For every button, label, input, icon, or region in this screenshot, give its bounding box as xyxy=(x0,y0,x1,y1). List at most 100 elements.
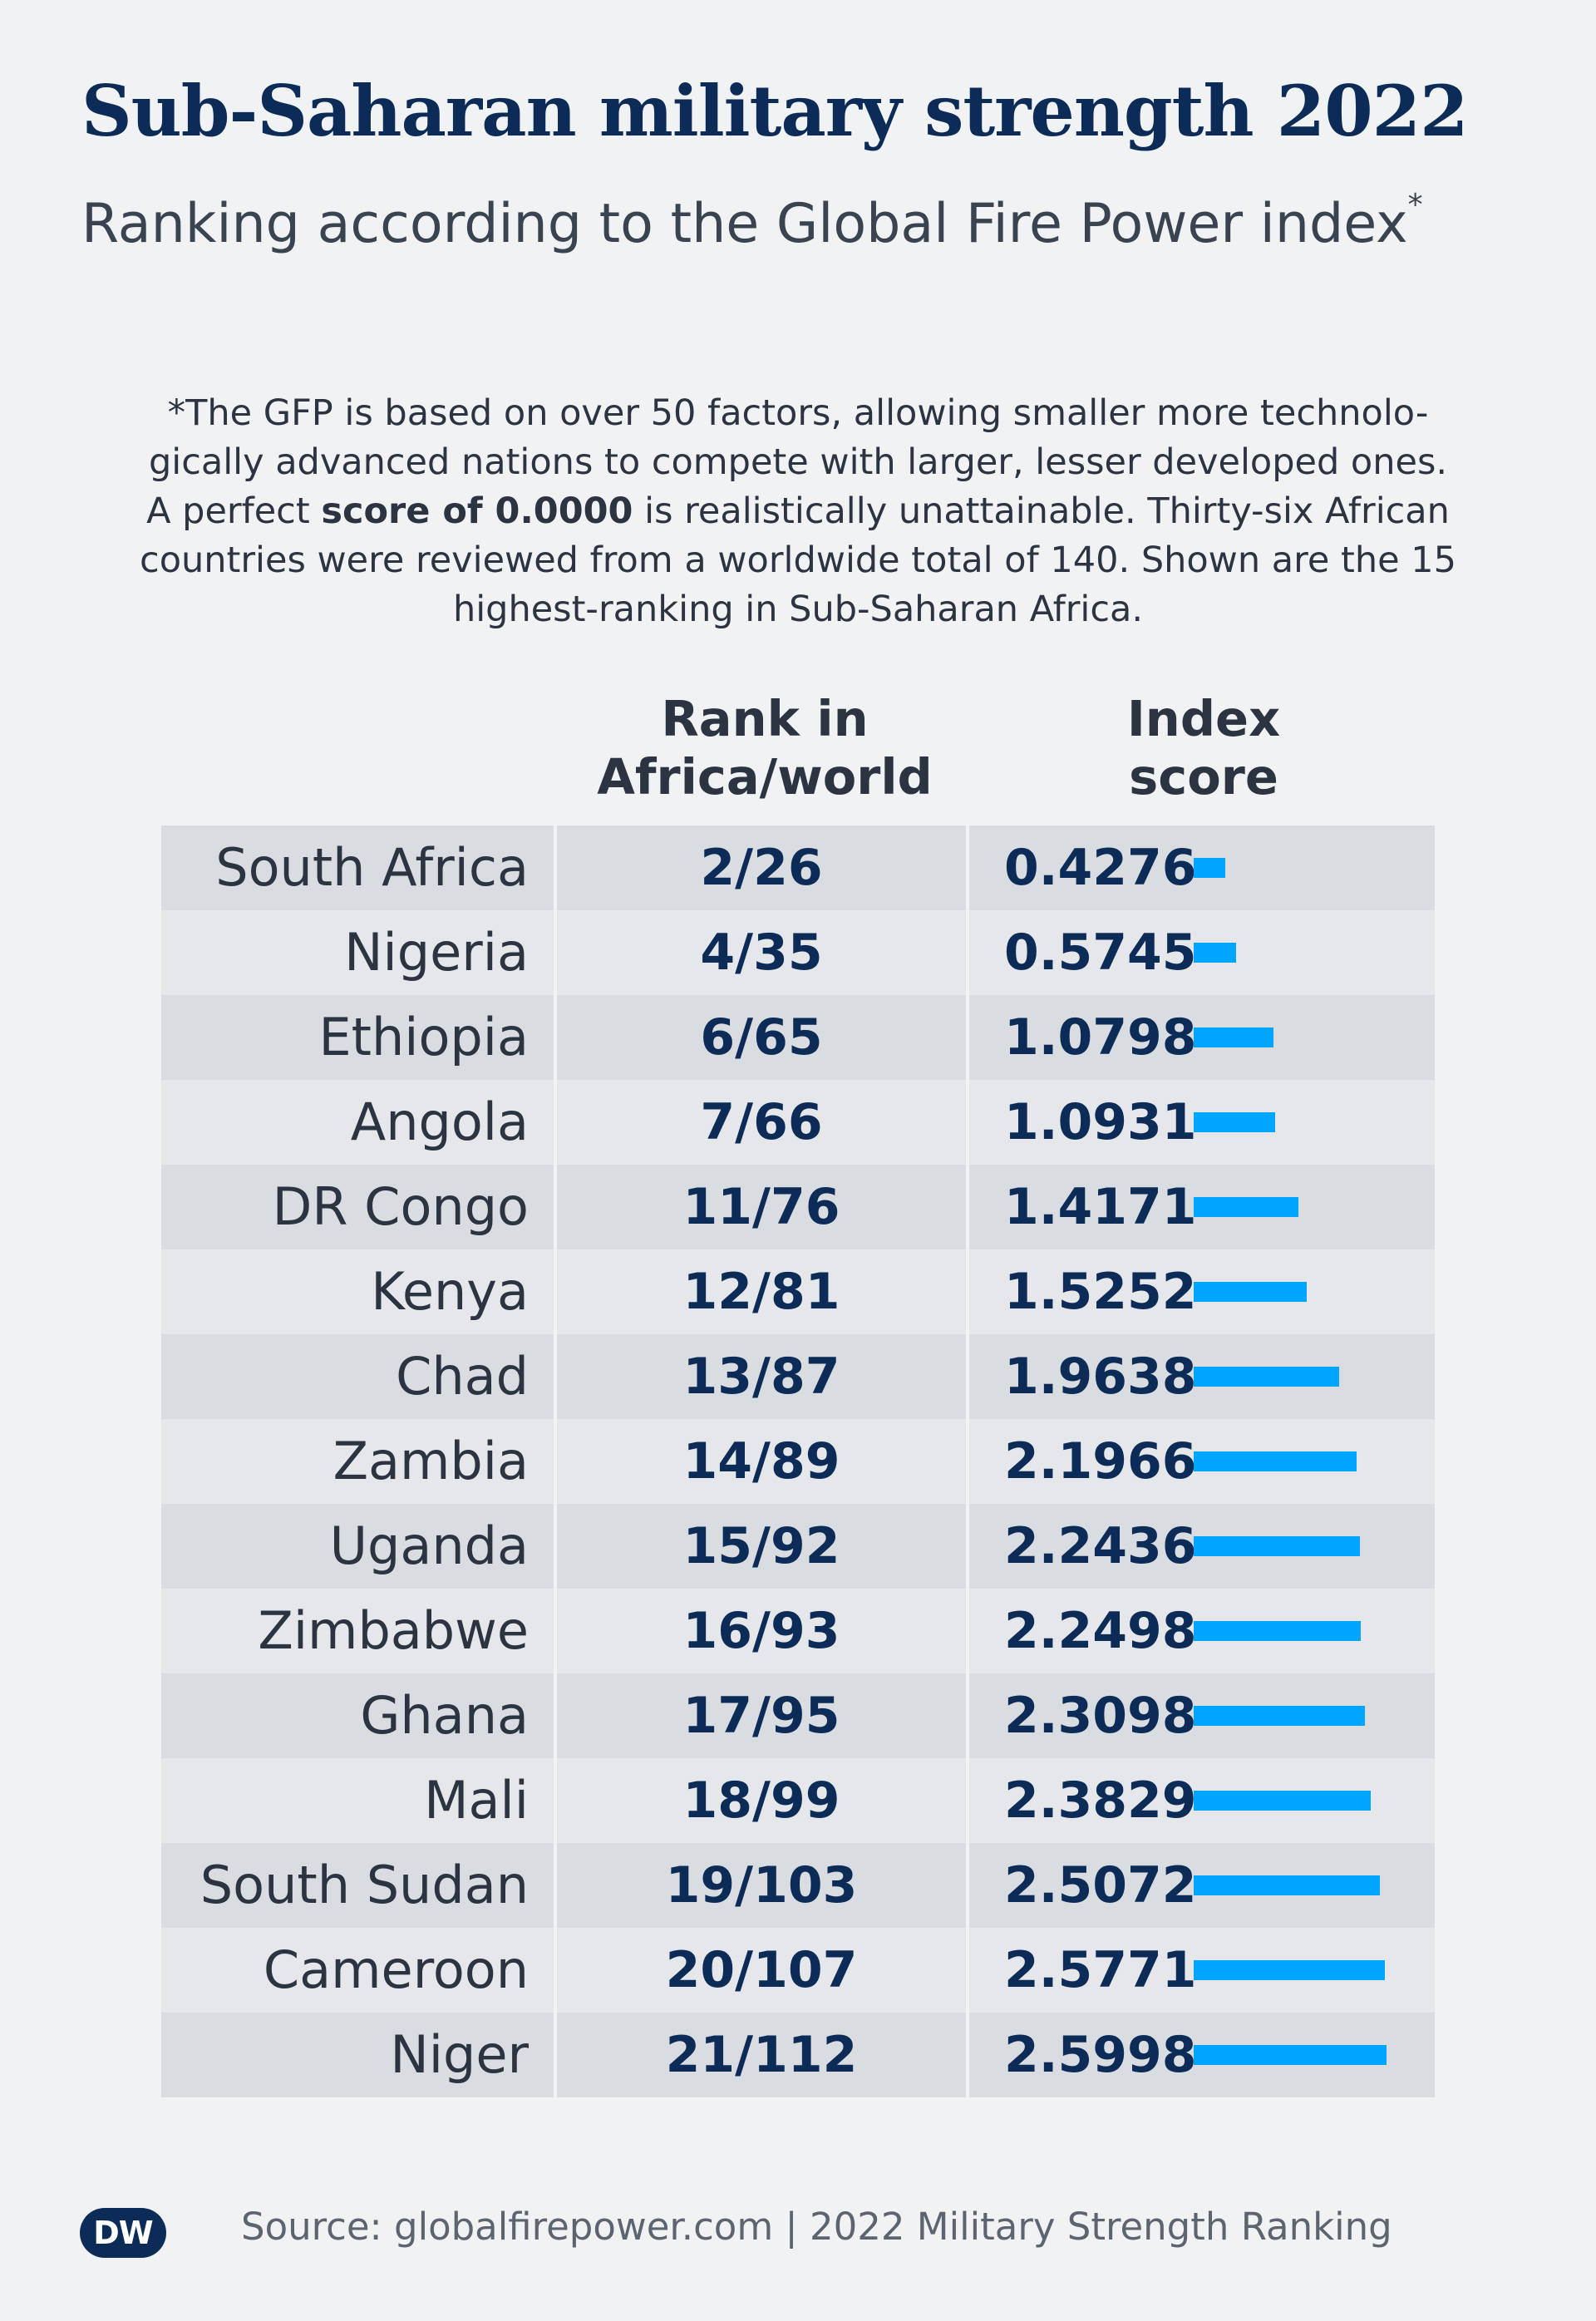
score-cell: 2.3098 xyxy=(969,1673,1435,1758)
table-row: Zimbabwe 16/93 2.2498 xyxy=(161,1589,1435,1673)
rank-value: 17/95 xyxy=(682,1687,840,1745)
rank-value: 19/103 xyxy=(665,1856,858,1914)
score-bar xyxy=(1194,1621,1361,1641)
score-bar xyxy=(1194,858,1225,878)
rank-value: 4/35 xyxy=(700,924,823,982)
score-column-header: Index score xyxy=(973,690,1435,815)
score-cell: 2.3829 xyxy=(969,1758,1435,1843)
score-bar xyxy=(1194,1875,1380,1895)
score-cell: 0.4276 xyxy=(969,825,1435,910)
score-cell: 1.0798 xyxy=(969,995,1435,1080)
score-bar xyxy=(1194,1536,1360,1556)
column-divider xyxy=(966,1589,969,1673)
ranking-table: South Africa 2/26 0.4276 Nigeria 4/35 0.5745 E… xyxy=(161,825,1435,2097)
score-value: 1.4171 xyxy=(1004,1178,1197,1236)
score-bar xyxy=(1194,1112,1275,1132)
rank-value: 14/89 xyxy=(682,1432,840,1491)
rank-value: 15/92 xyxy=(682,1517,840,1575)
score-cell: 2.2498 xyxy=(969,1589,1435,1673)
column-divider xyxy=(554,825,557,910)
rank-value: 20/107 xyxy=(665,1941,858,1999)
table-row: South Africa 2/26 0.4276 xyxy=(161,825,1435,910)
score-bar xyxy=(1194,1706,1365,1726)
column-divider xyxy=(554,1165,557,1249)
rank-header-line1: Rank in xyxy=(661,690,869,747)
note-text-1: *The GFP is based on over 50 factors, al… xyxy=(146,392,1448,532)
rank-value: 13/87 xyxy=(682,1348,840,1406)
dw-logo: DW xyxy=(80,2208,166,2258)
score-bar xyxy=(1194,1791,1371,1811)
column-divider xyxy=(966,1673,969,1758)
score-cell: 1.5252 xyxy=(969,1249,1435,1334)
column-divider xyxy=(966,995,969,1080)
score-value: 1.9638 xyxy=(1004,1348,1197,1406)
table-row: Chad 13/87 1.9638 xyxy=(161,1334,1435,1419)
rank-value: 11/76 xyxy=(682,1178,840,1236)
column-divider xyxy=(554,1249,557,1334)
column-divider xyxy=(966,1419,969,1504)
score-value: 2.3098 xyxy=(1004,1687,1197,1745)
score-value: 1.0798 xyxy=(1004,1008,1197,1067)
country-label: Mali xyxy=(424,1770,529,1831)
column-divider xyxy=(554,2013,557,2097)
score-bar xyxy=(1194,1451,1357,1471)
column-divider xyxy=(966,1504,969,1589)
column-divider xyxy=(554,1843,557,1928)
table-row: Angola 7/66 1.0931 xyxy=(161,1080,1435,1165)
country-label: Kenya xyxy=(371,1261,529,1322)
score-cell: 2.5072 xyxy=(969,1843,1435,1928)
score-value: 1.5252 xyxy=(1004,1263,1197,1321)
country-label: Chad xyxy=(396,1346,529,1407)
column-divider xyxy=(966,910,969,995)
score-value: 2.5771 xyxy=(1004,1941,1197,1999)
column-divider xyxy=(966,1843,969,1928)
chart-title: Sub-Saharan military strength 2022 xyxy=(81,70,1469,152)
score-cell: 2.5771 xyxy=(969,1928,1435,2013)
column-divider xyxy=(966,1928,969,2013)
score-cell: 2.5998 xyxy=(969,2013,1435,2097)
score-bar xyxy=(1194,1282,1307,1302)
column-divider xyxy=(554,910,557,995)
score-header-line2: score xyxy=(1129,748,1278,806)
chart-subtitle: Ranking according to the Global Fire Pow… xyxy=(81,188,1423,255)
source-note: Source: globalfirepower.com | 2022 Milit… xyxy=(241,2205,1392,2249)
table-row: DR Congo 11/76 1.4171 xyxy=(161,1165,1435,1249)
score-cell: 2.1966 xyxy=(969,1419,1435,1504)
column-divider xyxy=(966,1249,969,1334)
score-value: 0.4276 xyxy=(1004,839,1197,897)
score-cell: 1.0931 xyxy=(969,1080,1435,1165)
country-label: Nigeria xyxy=(344,922,529,983)
score-value: 2.3829 xyxy=(1004,1772,1197,1830)
country-label: South Africa xyxy=(215,837,529,898)
table-row: Uganda 15/92 2.2436 xyxy=(161,1504,1435,1589)
score-value: 2.5998 xyxy=(1004,2026,1197,2084)
note-text-2: is realistically unattainable. Thirty-si… xyxy=(140,490,1456,630)
table-row: Ghana 17/95 2.3098 xyxy=(161,1673,1435,1758)
table-row: Cameroon 20/107 2.5771 xyxy=(161,1928,1435,2013)
table-row: Zambia 14/89 2.1966 xyxy=(161,1419,1435,1504)
score-bar xyxy=(1194,943,1236,963)
country-label: DR Congo xyxy=(272,1176,529,1237)
rank-column-header: Rank in Africa/world xyxy=(557,690,973,815)
rank-value: 6/65 xyxy=(700,1008,823,1067)
rank-value: 2/26 xyxy=(700,839,823,897)
column-divider xyxy=(554,1928,557,2013)
country-label: Niger xyxy=(390,2024,529,2085)
column-divider xyxy=(966,1334,969,1419)
column-divider xyxy=(554,1419,557,1504)
column-divider xyxy=(554,1758,557,1843)
column-divider xyxy=(966,2013,969,2097)
country-label: South Sudan xyxy=(200,1855,529,1915)
score-value: 0.5745 xyxy=(1004,924,1197,982)
score-bar xyxy=(1194,2045,1387,2065)
column-divider xyxy=(966,825,969,910)
column-divider xyxy=(554,1589,557,1673)
rank-value: 12/81 xyxy=(682,1263,840,1321)
column-divider xyxy=(554,1504,557,1589)
table-row: Nigeria 4/35 0.5745 xyxy=(161,910,1435,995)
score-cell: 0.5745 xyxy=(969,910,1435,995)
rank-value: 18/99 xyxy=(682,1772,840,1830)
score-value: 2.5072 xyxy=(1004,1856,1197,1914)
table-row: Niger 21/112 2.5998 xyxy=(161,2013,1435,2097)
country-label: Uganda xyxy=(329,1515,529,1576)
